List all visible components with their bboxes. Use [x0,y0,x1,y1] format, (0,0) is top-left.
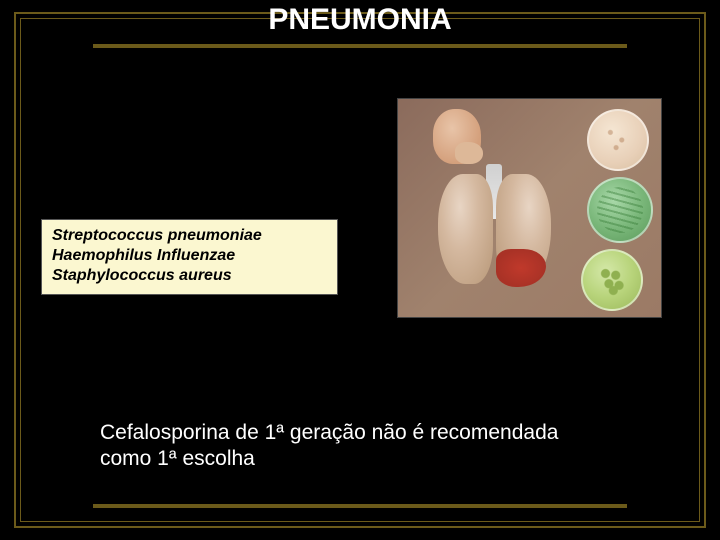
title-underline [93,44,627,48]
microscopy-circle-2-icon [587,177,653,243]
bacteria-item-1: Streptococcus pneumoniae [52,226,327,246]
bottom-underline [93,504,627,508]
recommendation-note: Cefalosporina de 1ª geração não é recome… [100,420,640,473]
slide-title: PNEUMONIA [0,3,720,37]
bacteria-list-box: Streptococcus pneumoniae Haemophilus Inf… [41,219,338,295]
bacteria-item-2: Haemophilus Influenzae [52,246,327,266]
note-line-1: Cefalosporina de 1ª geração não é recome… [100,421,558,444]
microscopy-circle-3-icon [581,249,643,311]
microscopy-circle-1-icon [587,109,649,171]
lung-illustration [397,98,662,318]
bacteria-item-3: Staphylococcus aureus [52,266,327,286]
lungs-icon [428,159,563,304]
note-line-2: como 1ª escolha [100,447,255,470]
